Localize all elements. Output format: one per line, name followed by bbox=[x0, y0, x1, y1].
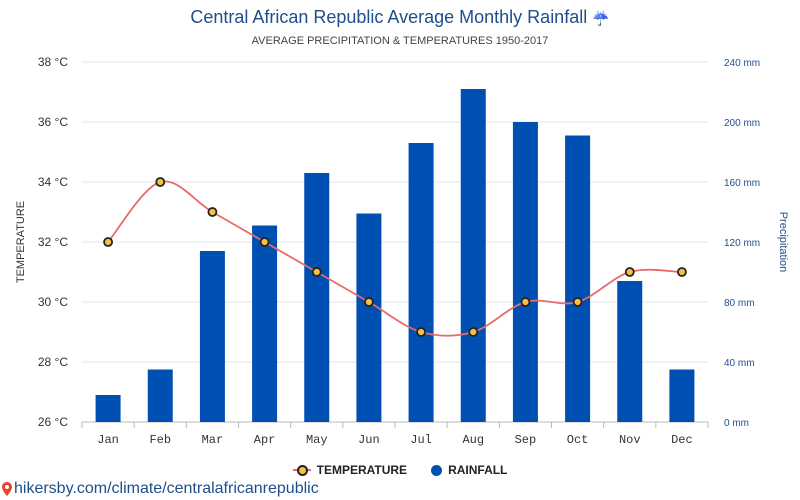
y-tick-label: 28 °C bbox=[38, 355, 68, 369]
temperature-point bbox=[311, 267, 322, 277]
y2-tick-label: 240 mm bbox=[724, 58, 760, 69]
rainfall-bar bbox=[147, 369, 173, 422]
temperature-point bbox=[572, 297, 583, 307]
temperature-point bbox=[207, 207, 218, 217]
y2-axis-title: Precipitation bbox=[777, 212, 789, 273]
rainfall-bar bbox=[356, 213, 382, 422]
y-tick-label: 36 °C bbox=[38, 115, 68, 129]
footer-link-text: hikersby.com/climate/centralafricanrepub… bbox=[14, 480, 319, 497]
legend-item-rainfall[interactable]: RAINFALL bbox=[431, 463, 507, 477]
footer-link[interactable]: hikersby.com/climate/centralafricanrepub… bbox=[2, 480, 319, 498]
temperature-point bbox=[624, 267, 635, 277]
y2-tick-label: 200 mm bbox=[724, 118, 760, 129]
chart-title: Central African Republic Average Monthly… bbox=[0, 7, 800, 28]
y-axis-title: TEMPERATURE bbox=[15, 201, 27, 283]
rainfall-bar bbox=[669, 369, 695, 422]
x-tick-label: Mar bbox=[202, 433, 224, 447]
y2-tick-label: 80 mm bbox=[724, 298, 755, 309]
y2-tick-label: 40 mm bbox=[724, 358, 755, 369]
x-tick-label: Jun bbox=[358, 433, 380, 447]
y-tick-label: 32 °C bbox=[38, 235, 68, 249]
legend-item-temperature[interactable]: TEMPERATURE bbox=[292, 463, 408, 477]
temperature-point bbox=[259, 237, 270, 247]
temperature-legend-marker bbox=[292, 464, 311, 476]
temperature-point bbox=[520, 297, 531, 307]
chart-subtitle: AVERAGE PRECIPITATION & TEMPERATURES 195… bbox=[251, 35, 549, 47]
y2-tick-label: 160 mm bbox=[724, 178, 760, 189]
legend-label-rainfall: RAINFALL bbox=[448, 463, 508, 477]
temperature-line bbox=[107, 180, 682, 337]
rainfall-bar bbox=[460, 89, 486, 422]
umbrella-icon: ☔ bbox=[592, 10, 610, 26]
x-tick-label: Aug bbox=[462, 433, 484, 447]
temperature-point bbox=[155, 177, 166, 187]
x-tick-label: Dec bbox=[671, 433, 693, 447]
rainfall-bar bbox=[199, 251, 225, 422]
temperature-point bbox=[677, 267, 687, 277]
chart-canvas: 26 °C 0 mm 28 °C 40 mm 30 °C 80 mm 32 °C 120 mm… bbox=[15, 55, 789, 447]
temperature-point bbox=[103, 237, 113, 247]
temperature-point bbox=[416, 327, 426, 337]
legend-label-temperature: TEMPERATURE bbox=[316, 463, 408, 477]
y2-tick-label: 0 mm bbox=[724, 418, 749, 429]
y-tick-label: 38 °C bbox=[38, 55, 68, 69]
y-tick-label: 30 °C bbox=[38, 295, 68, 309]
x-tick-label: Apr bbox=[254, 433, 276, 447]
rainfall-bar bbox=[565, 135, 591, 422]
x-tick-label: Feb bbox=[149, 433, 171, 447]
x-tick-label: Jul bbox=[410, 433, 432, 447]
x-tick-label: Sep bbox=[515, 433, 537, 447]
rainfall-bar bbox=[95, 395, 121, 422]
temperature-point bbox=[468, 327, 479, 337]
x-tick-label: May bbox=[306, 433, 328, 447]
y-tick-label: 26 °C bbox=[38, 415, 68, 429]
chart-title-text: Central African Republic Average Monthly… bbox=[190, 7, 588, 27]
rainfall-legend-marker bbox=[431, 464, 443, 476]
y-tick-label: 34 °C bbox=[38, 175, 68, 189]
location-pin-icon bbox=[2, 482, 12, 496]
x-tick-label: Oct bbox=[567, 433, 589, 447]
rainfall-bar bbox=[252, 225, 278, 422]
rainfall-bar bbox=[304, 173, 330, 422]
chart-legend: TEMPERATURE RAINFALL bbox=[0, 463, 800, 477]
rainfall-bar bbox=[512, 122, 538, 422]
rainfall-bar bbox=[617, 281, 643, 422]
temperature-point bbox=[364, 297, 374, 307]
x-tick-label: Jan bbox=[97, 433, 119, 447]
y2-tick-label: 120 mm bbox=[724, 238, 760, 249]
rainfall-bar bbox=[408, 143, 434, 422]
x-tick-label: Nov bbox=[619, 433, 641, 447]
